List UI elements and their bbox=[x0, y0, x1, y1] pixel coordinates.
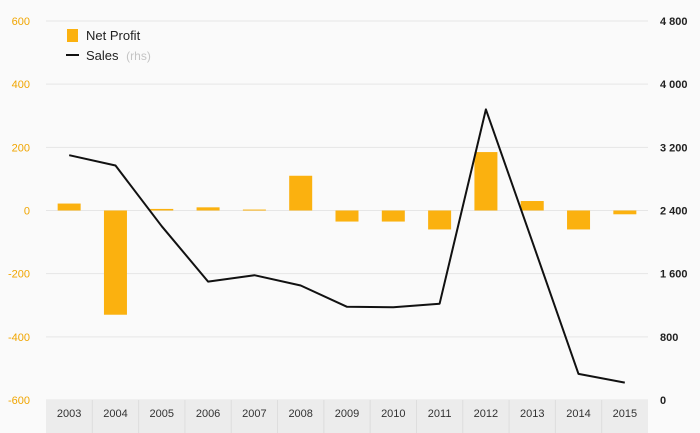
x-axis-tick-label: 2015 bbox=[613, 408, 637, 420]
legend-sales-suffix: (rhs) bbox=[126, 49, 151, 63]
bar-net-profit bbox=[289, 175, 313, 211]
bar-net-profit bbox=[381, 210, 405, 222]
left-axis-tick-label: -400 bbox=[8, 332, 30, 344]
sales-line-layer bbox=[68, 108, 625, 384]
x-axis-tick-label: 2004 bbox=[103, 408, 127, 420]
legend-net-profit-swatch bbox=[67, 29, 78, 42]
bar-net-profit bbox=[520, 201, 544, 211]
right-axis-tick-label: 4 000 bbox=[660, 79, 688, 91]
bar-net-profit bbox=[613, 210, 637, 215]
x-axis-tick-label: 2011 bbox=[428, 408, 452, 420]
x-axis-band bbox=[46, 400, 648, 433]
x-axis-tick-label: 2003 bbox=[57, 408, 81, 420]
right-axis-tick-label: 3 200 bbox=[660, 142, 688, 154]
bar-net-profit bbox=[474, 152, 498, 211]
x-axis-tick-label: 2013 bbox=[520, 408, 544, 420]
right-axis-tick-label: 1 600 bbox=[660, 269, 688, 281]
legend: Net Profit Sales (rhs) bbox=[66, 28, 151, 63]
x-axis-tick-label: 2006 bbox=[196, 408, 220, 420]
bar-net-profit bbox=[428, 210, 452, 230]
bar-net-profit bbox=[242, 209, 266, 211]
sales-line bbox=[68, 108, 625, 384]
x-axis-tick-label: 2010 bbox=[381, 408, 405, 420]
left-axis-tick-label: 0 bbox=[24, 206, 30, 218]
bar-net-profit bbox=[57, 203, 81, 211]
right-axis-tick-label: 2 400 bbox=[660, 206, 688, 218]
x-axis-tick-label: 2005 bbox=[150, 408, 174, 420]
x-axis-ticks: 2003 2004 2005 2006 2007 2008 2009 2010 2011 2012… bbox=[57, 400, 637, 433]
bar-net-profit bbox=[103, 210, 127, 315]
left-axis-ticks: -600 -400 -200 0 200 400 600 bbox=[8, 16, 30, 407]
right-axis-tick-label: 0 bbox=[660, 395, 666, 407]
net-profit-bars bbox=[57, 152, 637, 315]
x-axis-tick-label: 2009 bbox=[335, 408, 359, 420]
x-axis-tick-label: 2007 bbox=[242, 408, 266, 420]
x-axis-tick-label: 2014 bbox=[566, 408, 590, 420]
right-axis-tick-label: 800 bbox=[660, 332, 678, 344]
x-axis-tick-label: 2012 bbox=[474, 408, 498, 420]
x-axis-tick-label: 2008 bbox=[288, 408, 312, 420]
right-axis-tick-label: 4 800 bbox=[660, 16, 688, 28]
left-axis-tick-label: 200 bbox=[12, 142, 30, 154]
left-axis-tick-label: 400 bbox=[12, 79, 30, 91]
bar-net-profit bbox=[150, 208, 174, 211]
bar-net-profit bbox=[335, 210, 359, 222]
legend-sales-label: Sales (rhs) bbox=[86, 48, 151, 63]
legend-sales-name: Sales bbox=[86, 48, 119, 63]
left-axis-tick-label: -600 bbox=[8, 395, 30, 407]
left-axis-tick-label: -200 bbox=[8, 269, 30, 281]
bar-net-profit bbox=[567, 210, 591, 230]
legend-net-profit-label: Net Profit bbox=[86, 28, 141, 43]
bar-net-profit bbox=[196, 207, 220, 211]
left-axis-tick-label: 600 bbox=[12, 16, 30, 28]
right-axis-ticks: 0 800 1 600 2 400 3 200 4 000 4 800 bbox=[660, 16, 688, 407]
